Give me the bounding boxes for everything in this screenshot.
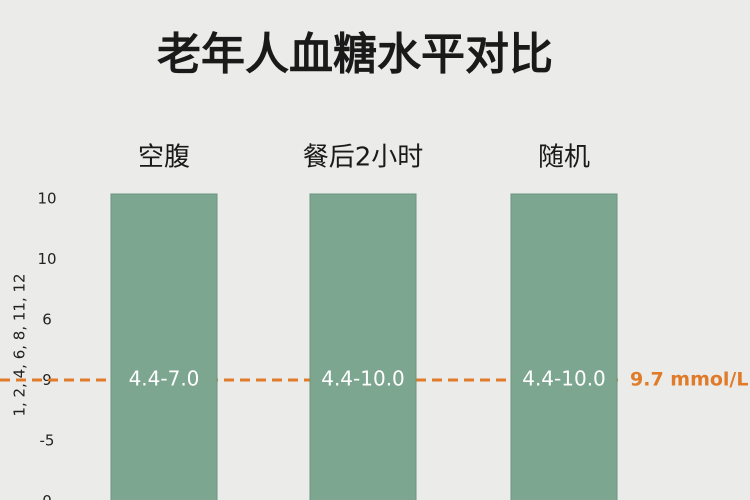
y-tick-label: 10: [37, 190, 56, 208]
bar: [110, 193, 218, 500]
bar: [309, 193, 417, 500]
y-tick-label: 9: [42, 371, 52, 389]
y-tick-label: 0: [42, 492, 52, 500]
y-tick-label: -5: [40, 432, 55, 450]
y-tick-label: 10: [37, 250, 56, 268]
y-axis-label: 1, 2, 4, 6, 8, 11, 12: [11, 273, 29, 416]
range-label: 4.4-10.0: [321, 367, 405, 391]
column-header: 随机: [538, 143, 590, 173]
y-tick-label: 6: [42, 311, 52, 329]
chart-title: 老年人血糖水平对比: [157, 29, 553, 80]
reference-label: 9.7 mmol/L: [630, 369, 748, 391]
column-header: 餐后2小时: [303, 143, 424, 173]
range-label: 4.4-10.0: [522, 367, 606, 391]
column-header: 空腹: [138, 143, 190, 173]
range-label: 4.4-7.0: [129, 367, 200, 391]
bar: [510, 193, 618, 500]
